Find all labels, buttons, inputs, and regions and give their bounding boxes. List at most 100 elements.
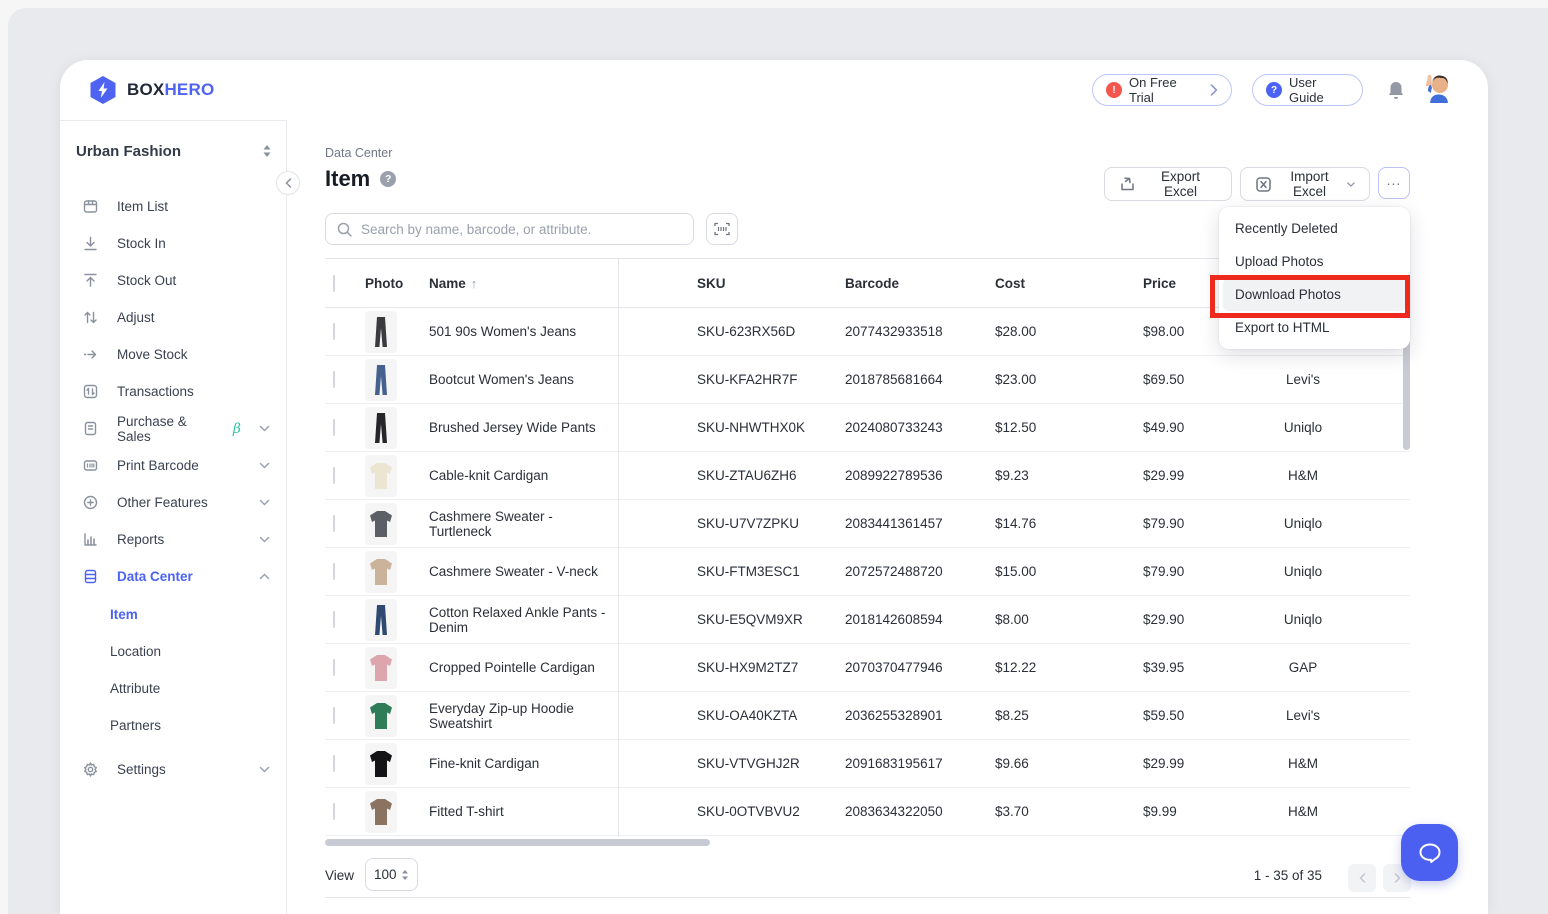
- workspace-selector[interactable]: Urban Fashion: [76, 138, 272, 164]
- row-checkbox[interactable]: [333, 707, 335, 724]
- item-photo-pants[interactable]: [365, 599, 397, 641]
- menu-item-download-photos[interactable]: Download Photos: [1223, 278, 1406, 311]
- select-all-checkbox[interactable]: [333, 275, 335, 292]
- item-photo-pants[interactable]: [365, 359, 397, 401]
- sidebar-collapse-button[interactable]: [276, 171, 300, 195]
- page-size-stepper[interactable]: 100: [365, 858, 418, 891]
- sidebar-item-adjust[interactable]: Adjust: [60, 299, 286, 336]
- sidebar-item-label: Print Barcode: [117, 458, 199, 473]
- user-guide-button[interactable]: ? User Guide: [1252, 74, 1363, 106]
- sidebar-item-label: Purchase & Sales: [117, 414, 209, 444]
- item-photo-top[interactable]: [365, 695, 397, 737]
- sidebar-settings: Settings: [60, 751, 286, 788]
- export-excel-button[interactable]: Export Excel: [1104, 167, 1232, 201]
- item-photo-pants[interactable]: [365, 311, 397, 353]
- col-header-name[interactable]: Name↑: [429, 276, 618, 291]
- user-avatar[interactable]: [1422, 73, 1454, 105]
- row-checkbox[interactable]: [333, 755, 335, 772]
- sidebar-item-stock-out[interactable]: Stock Out: [60, 262, 286, 299]
- sidebar-item-settings[interactable]: Settings: [60, 751, 286, 788]
- item-photo-pants[interactable]: [365, 407, 397, 449]
- item-brand: H&M: [1238, 804, 1368, 819]
- sidebar-item-print-barcode[interactable]: Print Barcode: [60, 447, 286, 484]
- table-row[interactable]: Bootcut Women's Jeans SKU-KFA2HR7F 20187…: [325, 356, 1410, 404]
- more-actions-button[interactable]: ...: [1378, 167, 1410, 199]
- other-features-icon: [82, 494, 99, 511]
- sidebar-item-transactions[interactable]: Transactions: [60, 373, 286, 410]
- table-row[interactable]: Fitted T-shirt SKU-0OTVBVU2 208363432205…: [325, 788, 1410, 836]
- row-checkbox[interactable]: [333, 515, 335, 532]
- table-row[interactable]: Everyday Zip-up Hoodie Sweatshirt SKU-OA…: [325, 692, 1410, 740]
- row-checkbox[interactable]: [333, 803, 335, 820]
- on-free-trial-button[interactable]: ! On Free Trial: [1092, 74, 1232, 106]
- table-row[interactable]: Brushed Jersey Wide Pants SKU-NHWTHX0K 2…: [325, 404, 1410, 452]
- item-name: Cashmere Sweater - Turtleneck: [429, 509, 618, 539]
- sidebar-item-label: Item List: [117, 199, 168, 214]
- item-photo-top[interactable]: [365, 791, 397, 833]
- sidebar-item-purchase-sales[interactable]: Purchase & Sales β: [60, 410, 286, 447]
- item-cost: $3.70: [985, 804, 1135, 819]
- horizontal-scrollbar-thumb[interactable]: [325, 839, 710, 846]
- item-cost: $8.00: [985, 612, 1135, 627]
- menu-item-export-to-html[interactable]: Export to HTML: [1219, 311, 1410, 344]
- sidebar-subitem-attribute[interactable]: Attribute: [60, 670, 286, 707]
- item-photo-top[interactable]: [365, 743, 397, 785]
- sidebar-subitem-location[interactable]: Location: [60, 633, 286, 670]
- table-row[interactable]: Cashmere Sweater - Turtleneck SKU-U7V7ZP…: [325, 500, 1410, 548]
- col-header-barcode[interactable]: Barcode: [837, 276, 985, 291]
- row-checkbox[interactable]: [333, 323, 335, 340]
- sidebar-item-label: Stock In: [117, 236, 166, 251]
- item-name: Fitted T-shirt: [429, 804, 618, 819]
- search-input[interactable]: [361, 222, 683, 237]
- table-row[interactable]: Cable-knit Cardigan SKU-ZTAU6ZH6 2089922…: [325, 452, 1410, 500]
- col-header-sku[interactable]: SKU: [618, 276, 837, 291]
- table-row[interactable]: Cropped Pointelle Cardigan SKU-HX9M2TZ7 …: [325, 644, 1410, 692]
- item-sku: SKU-NHWTHX0K: [618, 420, 837, 435]
- barcode-scan-button[interactable]: [706, 213, 738, 245]
- topbar: BOXHERO ! On Free Trial ? User Guide: [60, 60, 1488, 120]
- menu-item-recently-deleted[interactable]: Recently Deleted: [1219, 212, 1410, 245]
- pagination-range: 1 - 35 of 35: [1182, 868, 1322, 883]
- col-header-cost[interactable]: Cost: [985, 276, 1135, 291]
- notifications-bell-icon[interactable]: [1386, 80, 1408, 102]
- boxhero-logo[interactable]: BOXHERO: [88, 75, 214, 105]
- sidebar-item-move-stock[interactable]: Move Stock: [60, 336, 286, 373]
- help-icon[interactable]: ?: [380, 171, 396, 187]
- sidebar-item-data-center[interactable]: Data Center: [60, 558, 286, 595]
- sidebar-item-reports[interactable]: Reports: [60, 521, 286, 558]
- item-barcode: 2072572488720: [837, 564, 985, 579]
- sidebar-item-stock-in[interactable]: Stock In: [60, 225, 286, 262]
- table-row[interactable]: Cotton Relaxed Ankle Pants - Denim SKU-E…: [325, 596, 1410, 644]
- item-photo-top[interactable]: [365, 647, 397, 689]
- sidebar-item-other-features[interactable]: Other Features: [60, 484, 286, 521]
- breadcrumb: Data Center: [325, 146, 392, 160]
- item-photo-top[interactable]: [365, 503, 397, 545]
- chevron-down-icon: [259, 462, 270, 469]
- import-excel-button[interactable]: Import Excel: [1240, 167, 1370, 201]
- item-price: $39.95: [1135, 660, 1238, 675]
- menu-item-upload-photos[interactable]: Upload Photos: [1219, 245, 1410, 278]
- row-checkbox[interactable]: [333, 563, 335, 580]
- sidebar-item-item-list[interactable]: Item List: [60, 188, 286, 225]
- previous-page-button[interactable]: [1348, 864, 1376, 892]
- row-checkbox[interactable]: [333, 371, 335, 388]
- item-cost: $9.66: [985, 756, 1135, 771]
- sidebar-subitem-partners[interactable]: Partners: [60, 707, 286, 744]
- sidebar-subitem-item[interactable]: Item: [60, 596, 286, 633]
- table-row[interactable]: Cashmere Sweater - V-neck SKU-FTM3ESC1 2…: [325, 548, 1410, 596]
- item-photo-top[interactable]: [365, 455, 397, 497]
- item-barcode: 2083634322050: [837, 804, 985, 819]
- chat-support-button[interactable]: [1401, 824, 1458, 881]
- sidebar-subitem-label: Attribute: [110, 681, 160, 696]
- sidebar-item-label: Stock Out: [117, 273, 176, 288]
- col-header-photo[interactable]: Photo: [365, 276, 429, 291]
- data-center-submenu: ItemLocation Attribute Partners: [60, 596, 286, 744]
- row-checkbox[interactable]: [333, 611, 335, 628]
- row-checkbox[interactable]: [333, 419, 335, 436]
- search-box: [325, 213, 694, 245]
- item-photo-top[interactable]: [365, 551, 397, 593]
- sidebar-item-label: Adjust: [117, 310, 155, 325]
- table-row[interactable]: Fine-knit Cardigan SKU-VTVGHJ2R 20916831…: [325, 740, 1410, 788]
- row-checkbox[interactable]: [333, 659, 335, 676]
- row-checkbox[interactable]: [333, 467, 335, 484]
